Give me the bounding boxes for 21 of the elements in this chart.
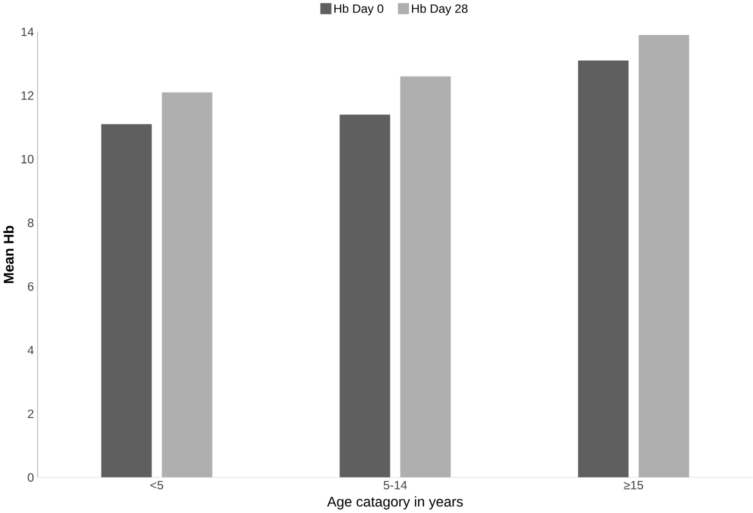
bar bbox=[340, 114, 390, 478]
y-tick-label: 12 bbox=[22, 91, 34, 100]
y-tick-label: 4 bbox=[28, 346, 34, 354]
y-tick-label: 14 bbox=[22, 28, 34, 36]
y-tick-label: 10 bbox=[22, 154, 34, 164]
y-tick-label: 8 bbox=[28, 218, 34, 228]
y-tick-label: 6 bbox=[28, 282, 34, 291]
legend-label: Hb Day 0 bbox=[334, 4, 384, 16]
y-tick-label: 2 bbox=[28, 410, 34, 418]
x-axis-title: Age catagory in years bbox=[327, 496, 463, 510]
legend-label: Hb Day 28 bbox=[412, 4, 468, 16]
x-tick-label: <5 bbox=[150, 481, 164, 490]
bar bbox=[101, 124, 152, 478]
y-axis-title: Mean Hb bbox=[3, 226, 14, 284]
bar bbox=[162, 92, 212, 478]
x-tick-label: 5-14 bbox=[384, 481, 407, 490]
bar bbox=[638, 35, 690, 478]
bar bbox=[400, 76, 451, 478]
x-tick-label: ≥15 bbox=[624, 481, 644, 490]
bar bbox=[578, 60, 629, 478]
y-tick-label: 0 bbox=[28, 473, 34, 482]
